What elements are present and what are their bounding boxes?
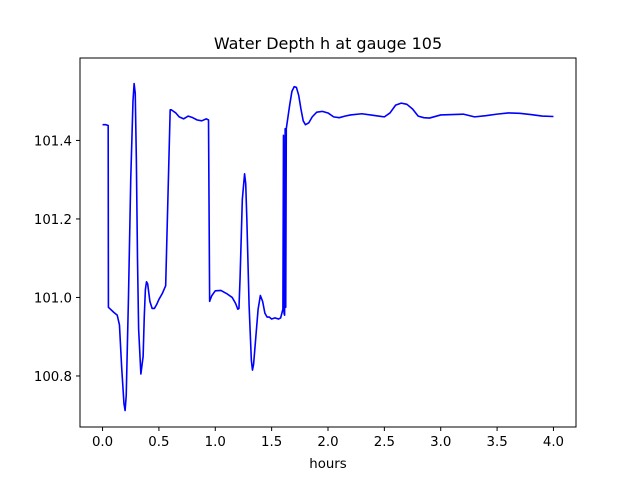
x-tick-label: 3.5 (486, 435, 507, 450)
y-tick-label: 101.0 (34, 291, 72, 306)
x-axis: 0.0 0.5 1.0 1.5 2.0 2.5 3.0 3.5 4.0 (92, 427, 564, 450)
series-layer (102, 82, 554, 412)
x-tick-label: 1.5 (261, 435, 282, 450)
y-tick-label: 100.8 (34, 370, 72, 385)
x-tick-label: 0.0 (92, 435, 113, 450)
y-axis: 100.8 101.0 101.2 101.4 (34, 134, 80, 385)
x-tick-label: 3.0 (430, 435, 451, 450)
chart-title: Water Depth h at gauge 105 (214, 34, 442, 53)
x-tick-label: 2.0 (317, 435, 338, 450)
y-tick-label: 101.4 (34, 134, 72, 149)
x-axis-title: hours (309, 457, 347, 472)
x-tick-label: 1.0 (205, 435, 226, 450)
x-tick-label: 4.0 (543, 435, 564, 450)
x-tick-label: 0.5 (148, 435, 169, 450)
series-line-0 (102, 82, 554, 412)
x-tick-label: 2.5 (374, 435, 395, 450)
y-tick-label: 101.2 (34, 213, 72, 228)
